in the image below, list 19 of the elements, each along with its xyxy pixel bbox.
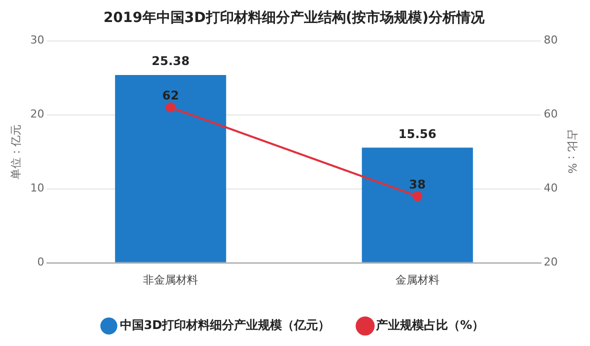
- data-label: 62: [162, 88, 179, 103]
- y2-tick-label: 40: [544, 182, 558, 195]
- y-tick-label: 10: [30, 182, 44, 195]
- legend-label: 中国3D打印材料细分产业规模（亿元）: [120, 318, 330, 332]
- y2-tick-label: 80: [544, 34, 558, 47]
- y-tick-label: 0: [37, 256, 44, 269]
- y2-tick-label: 60: [544, 108, 558, 121]
- y-tick-label: 20: [30, 108, 44, 121]
- data-label: 38: [409, 177, 426, 192]
- x-tick-label: 金属材料: [395, 273, 440, 286]
- data-label: 25.38: [152, 54, 190, 68]
- y2-tick-label: 20: [544, 256, 558, 269]
- legend-label: 产业规模占比（%）: [375, 318, 484, 332]
- chart-title: 2019年中国3D打印材料细分产业结构(按市场规模)分析情况: [103, 9, 486, 26]
- y-axis-title: 单位：亿元: [9, 124, 22, 180]
- x-tick-label: 非金属材料: [143, 273, 198, 286]
- y2-axis-title: 占比：%: [566, 130, 579, 174]
- data-label: 15.56: [398, 126, 436, 141]
- y-tick-label: 30: [30, 34, 44, 47]
